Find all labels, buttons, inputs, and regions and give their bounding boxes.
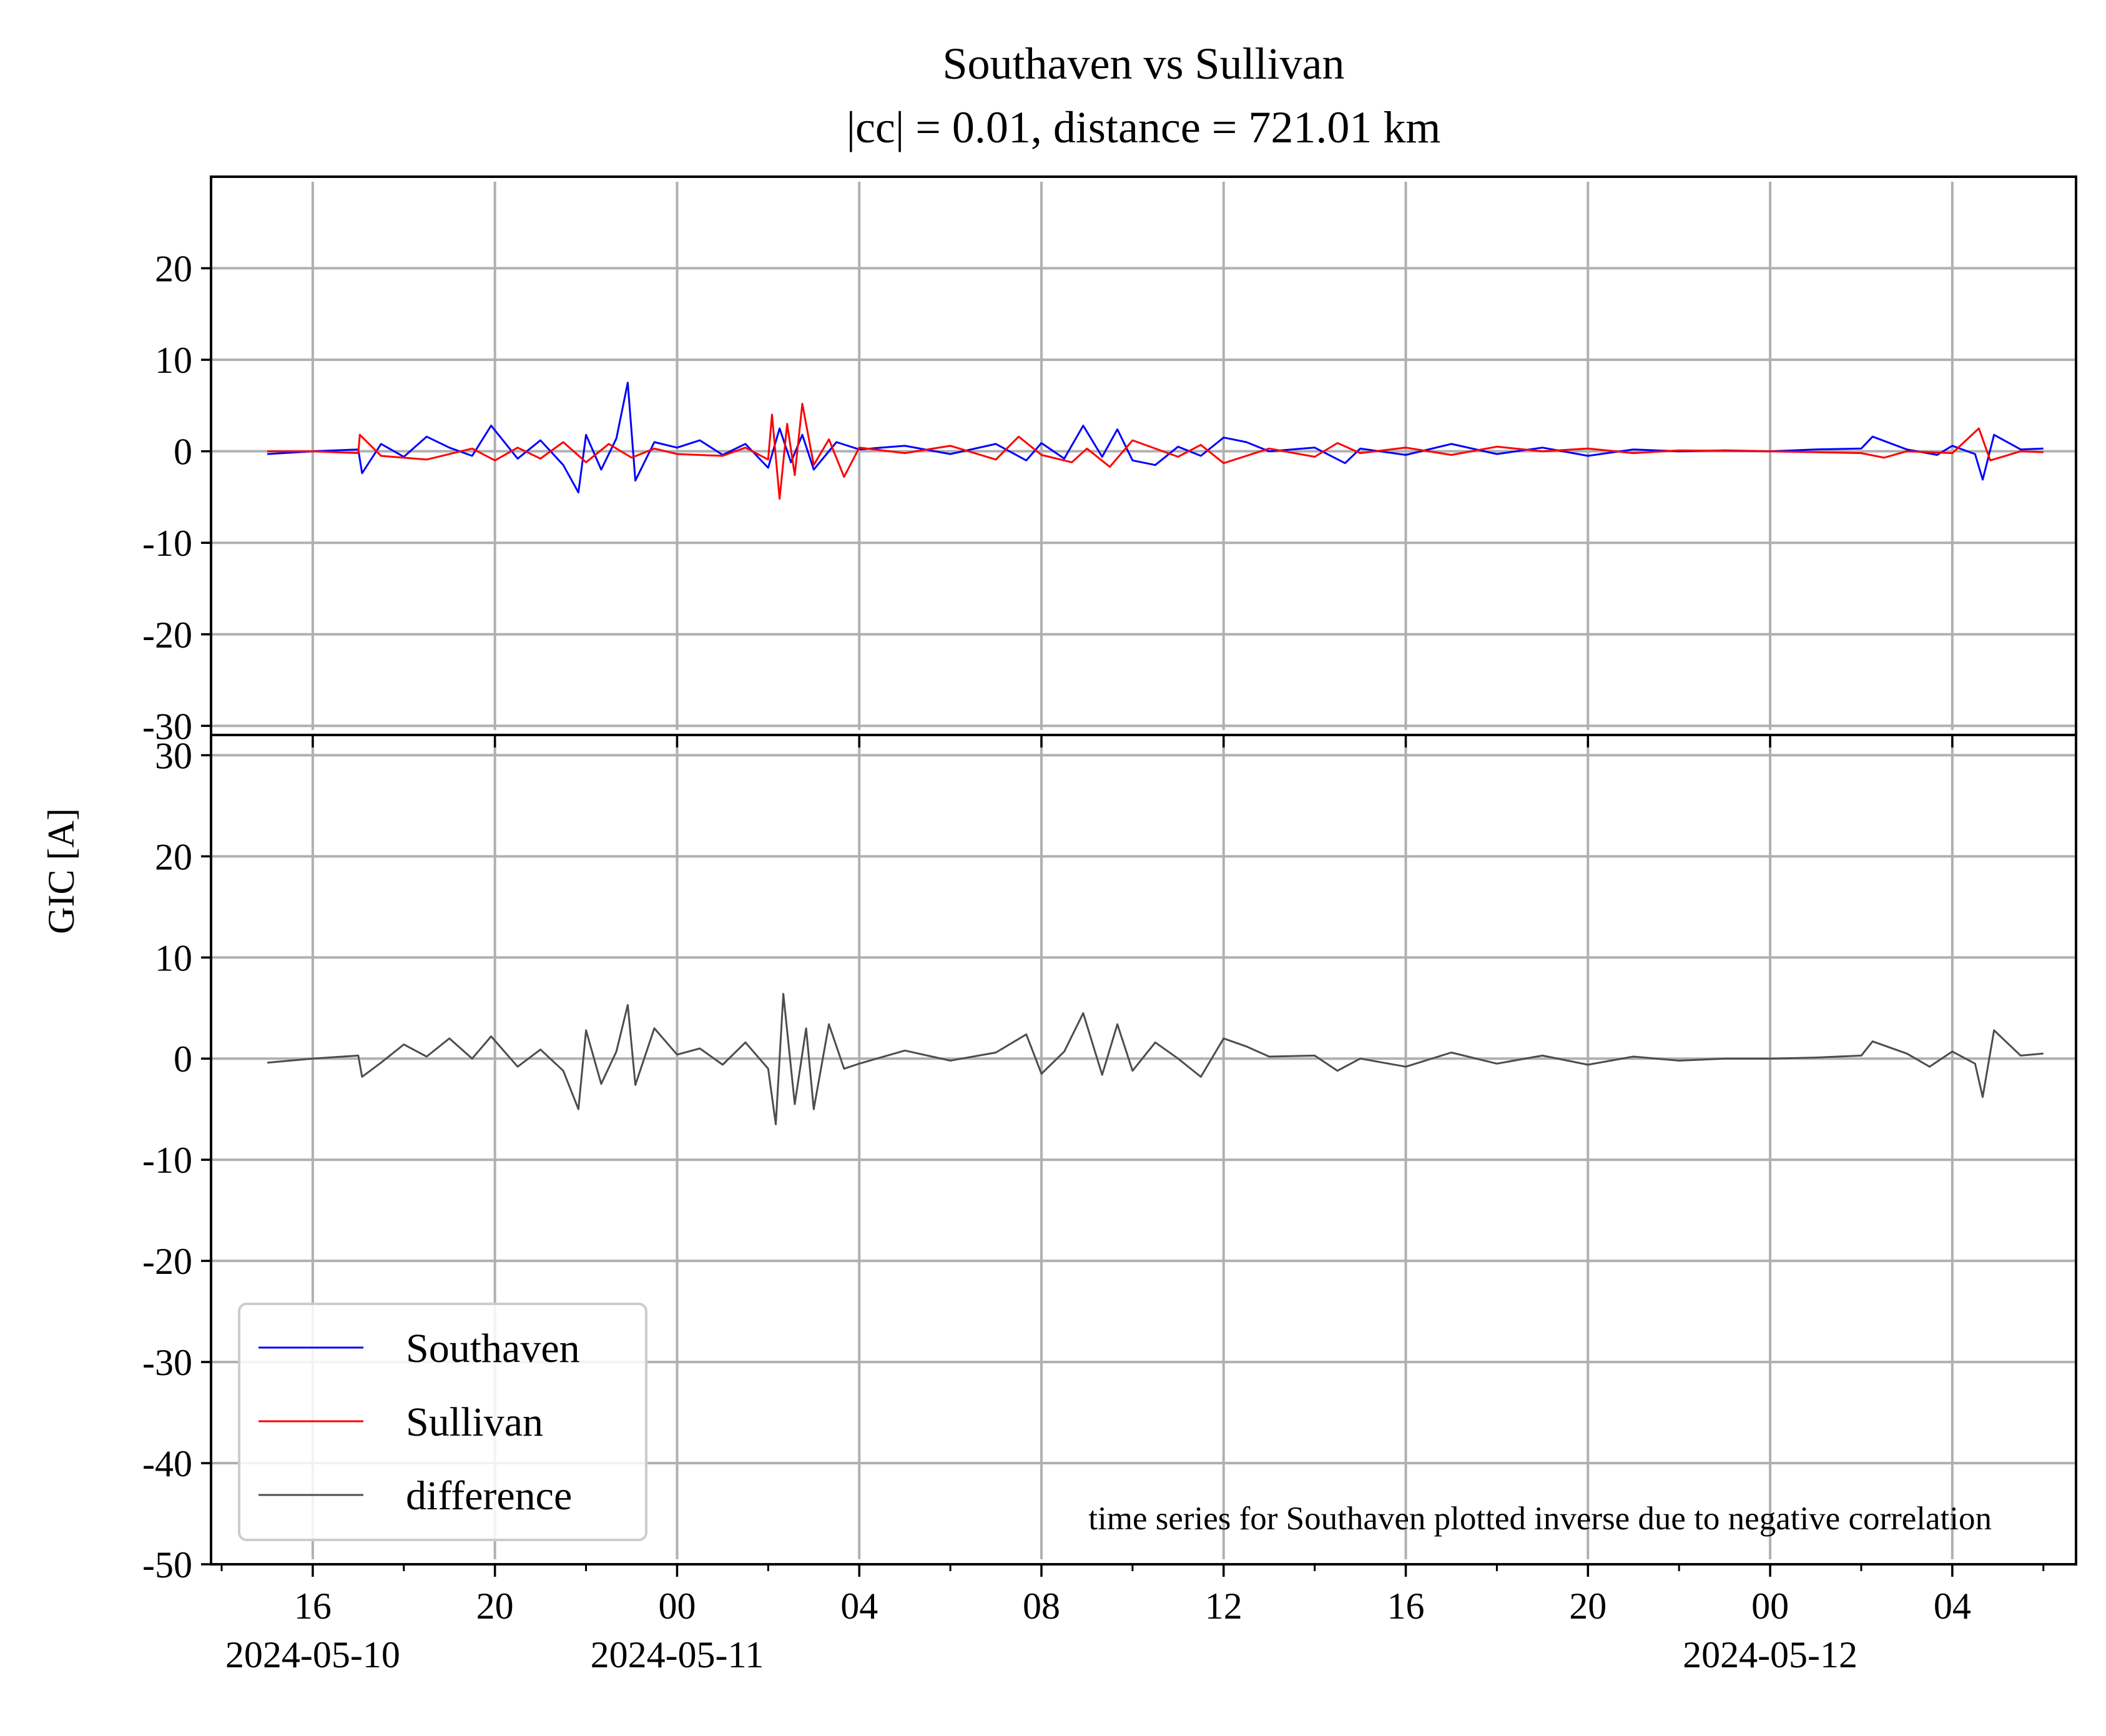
chart-subtitle: |cc| = 0.01, distance = 721.01 km bbox=[847, 102, 1441, 152]
x-tick-label: 08 bbox=[1023, 1586, 1060, 1627]
x-tick-label: 20 bbox=[476, 1586, 514, 1627]
legend-box bbox=[238, 1303, 647, 1541]
x-tick-label: 20 bbox=[1569, 1586, 1607, 1627]
y-tick-label: -20 bbox=[142, 614, 192, 656]
x-axis: 16 2024-05-10 20 00 2024-05-11 04 08 12 16 20 00 20… bbox=[220, 735, 2045, 1675]
bottom-panel: 30 20 10 0 -10 -20 -30 -40 -50 bbox=[142, 734, 2077, 1586]
y-tick-label: 20 bbox=[155, 836, 192, 877]
y-tick-label: -30 bbox=[142, 1342, 192, 1383]
legend-label-southaven: Southaven bbox=[406, 1326, 580, 1371]
y-tick-label: -40 bbox=[142, 1443, 192, 1484]
x-tick-label: 00 bbox=[658, 1586, 696, 1627]
y-tick-label: 20 bbox=[155, 249, 192, 290]
x-tick-label: 16 bbox=[1387, 1586, 1425, 1627]
legend-label-sullivan: Sullivan bbox=[406, 1399, 543, 1445]
y-tick-label: -50 bbox=[142, 1544, 192, 1586]
y-axis-label: GIC [A] bbox=[41, 808, 82, 934]
x-tick-label: 04 bbox=[1934, 1586, 1971, 1627]
legend-label-difference: difference bbox=[406, 1473, 572, 1519]
series-line-sullivan bbox=[267, 403, 2044, 500]
y-tick-label: -30 bbox=[142, 706, 192, 747]
y-tick-label: 10 bbox=[155, 937, 192, 979]
y-tick-label: -10 bbox=[142, 523, 192, 564]
x-tick-label: 12 bbox=[1205, 1586, 1242, 1627]
series-line-difference bbox=[267, 993, 2044, 1125]
x-date-label: 2024-05-12 bbox=[1683, 1634, 1858, 1675]
legend: Southaven Sullivan difference bbox=[238, 1303, 647, 1541]
x-date-label: 2024-05-10 bbox=[225, 1634, 400, 1675]
x-date-label: 2024-05-11 bbox=[591, 1634, 764, 1675]
y-tick-label: -10 bbox=[142, 1140, 192, 1181]
y-tick-label: -20 bbox=[142, 1241, 192, 1282]
y-tick-label: 10 bbox=[155, 340, 192, 381]
top-panel: 20 10 0 -10 -20 -30 bbox=[142, 175, 2077, 747]
x-tick-label: 04 bbox=[840, 1586, 878, 1627]
y-tick-label: 0 bbox=[174, 432, 192, 473]
x-tick-label: 00 bbox=[1751, 1586, 1789, 1627]
y-tick-label: 30 bbox=[155, 735, 192, 776]
x-tick-label: 16 bbox=[294, 1586, 332, 1627]
y-tick-label: 0 bbox=[174, 1038, 192, 1080]
axes-frame bbox=[210, 734, 2077, 1566]
chart-title: Southaven vs Sullivan bbox=[943, 39, 1345, 89]
annotation-text: time series for Southaven plotted invers… bbox=[1088, 1501, 1992, 1537]
